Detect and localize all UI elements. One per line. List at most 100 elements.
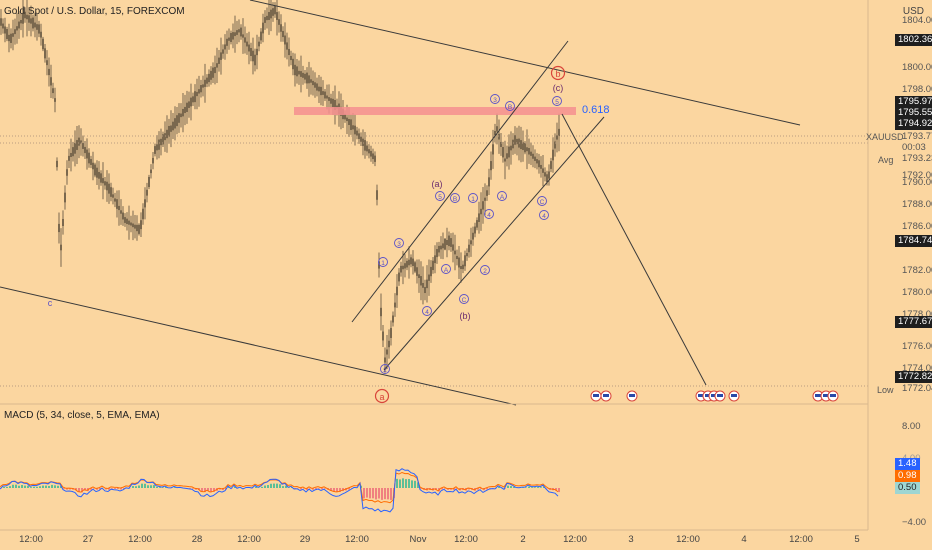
- histogram-bar: [537, 487, 539, 488]
- candle-body: [98, 171, 100, 179]
- candle-body: [380, 307, 382, 317]
- candle-body: [364, 140, 366, 151]
- candle-body: [294, 64, 296, 76]
- histogram-bar: [174, 487, 176, 488]
- candle-body: [306, 72, 308, 84]
- candle-body: [238, 29, 240, 33]
- macd-tick-top: 8.00: [902, 421, 921, 432]
- histogram-bar: [33, 486, 35, 488]
- macd-value-label: 1.48: [895, 458, 920, 470]
- candle-body: [332, 98, 334, 108]
- candle-body: [486, 190, 488, 196]
- histogram-bar: [402, 478, 404, 488]
- candle-body: [206, 77, 208, 84]
- wave-a-text: a: [379, 392, 384, 402]
- candle-body: [164, 133, 166, 141]
- histogram-bar: [213, 488, 215, 492]
- time-label: 4: [741, 534, 747, 545]
- histogram-bar: [378, 488, 380, 499]
- candle-body: [552, 149, 554, 161]
- histogram-bar: [543, 486, 545, 488]
- histogram-bar: [234, 486, 236, 488]
- candle-body: [324, 91, 326, 99]
- candle-body: [10, 33, 12, 43]
- candle-body: [242, 34, 244, 38]
- histogram-bar: [396, 478, 398, 488]
- symbol-title[interactable]: Gold Spot / U.S. Dollar, 15, FOREXCOM: [4, 6, 185, 17]
- histogram-bar: [381, 488, 383, 500]
- minor-wave-label: 3: [397, 241, 401, 248]
- candle-body: [484, 197, 486, 201]
- histogram-bar: [93, 488, 95, 489]
- histogram-bar: [444, 488, 446, 489]
- wave-b-paren-label: (b): [460, 311, 471, 321]
- candle-body: [116, 199, 118, 209]
- candle-body: [556, 135, 558, 140]
- candle-body: [250, 47, 252, 57]
- candle-body: [234, 32, 236, 37]
- histogram-bar: [453, 488, 455, 490]
- candle-body: [74, 142, 76, 154]
- zone-mid-label: 1795.55: [895, 107, 932, 119]
- candle-body: [54, 98, 56, 102]
- histogram-bar: [132, 485, 134, 488]
- price-tick: 1804.00: [902, 15, 932, 26]
- candle-body: [152, 157, 154, 164]
- candle-body: [550, 161, 552, 169]
- candle-body: [142, 208, 144, 220]
- candle-body: [190, 97, 192, 107]
- candle-body: [394, 302, 396, 308]
- candle-body: [352, 125, 354, 130]
- histogram-bar: [75, 488, 77, 491]
- candle-body: [538, 160, 540, 168]
- candle-body: [410, 257, 412, 265]
- candle-body: [492, 144, 494, 155]
- histogram-bar: [534, 487, 536, 488]
- candle-body: [194, 91, 196, 103]
- histogram-bar: [141, 483, 143, 488]
- candle-body: [278, 19, 280, 25]
- trendline-price-label: 1802.36: [895, 34, 932, 46]
- candle-body: [522, 142, 524, 151]
- event-flags: [590, 390, 839, 402]
- candle-body: [408, 259, 410, 266]
- candle-body: [296, 66, 298, 77]
- countdown-label: 00:03: [902, 142, 926, 153]
- candle-body: [264, 17, 266, 23]
- candle-body: [140, 220, 142, 230]
- candle-body: [432, 260, 434, 271]
- histogram-bar: [15, 484, 17, 488]
- histogram-bar: [108, 488, 110, 490]
- histogram-bar: [279, 484, 281, 488]
- wave-a-paren-label: (a): [432, 179, 443, 189]
- candle-body: [554, 141, 556, 149]
- candle-body: [248, 44, 250, 52]
- histogram-bar: [63, 488, 65, 489]
- candle-body: [508, 146, 510, 158]
- wave-b-marker: b: [550, 65, 566, 81]
- wave-c-label: (c): [553, 83, 564, 93]
- minor-wave-marker: 2: [380, 364, 390, 374]
- candle-body: [230, 33, 232, 42]
- candle-body: [490, 161, 492, 171]
- histogram-bar: [69, 488, 71, 490]
- candle-body: [334, 100, 336, 110]
- candle-body: [62, 219, 64, 226]
- candle-body: [532, 153, 534, 159]
- candle-body: [168, 125, 170, 137]
- candle-body: [390, 328, 392, 338]
- candle-body: [330, 98, 332, 104]
- macd-title[interactable]: MACD (5, 34, close, 5, EMA, EMA): [4, 410, 160, 421]
- histogram-bar: [84, 488, 86, 491]
- histogram-bar: [405, 479, 407, 488]
- candle-body: [50, 77, 52, 86]
- candle-body: [122, 212, 124, 220]
- candle-body: [180, 113, 182, 118]
- histogram-bar: [57, 485, 59, 488]
- histogram-bar: [363, 488, 365, 499]
- candle-body: [2, 23, 4, 29]
- candle-body: [426, 279, 428, 289]
- candle-body: [502, 147, 504, 158]
- candle-body: [108, 183, 110, 194]
